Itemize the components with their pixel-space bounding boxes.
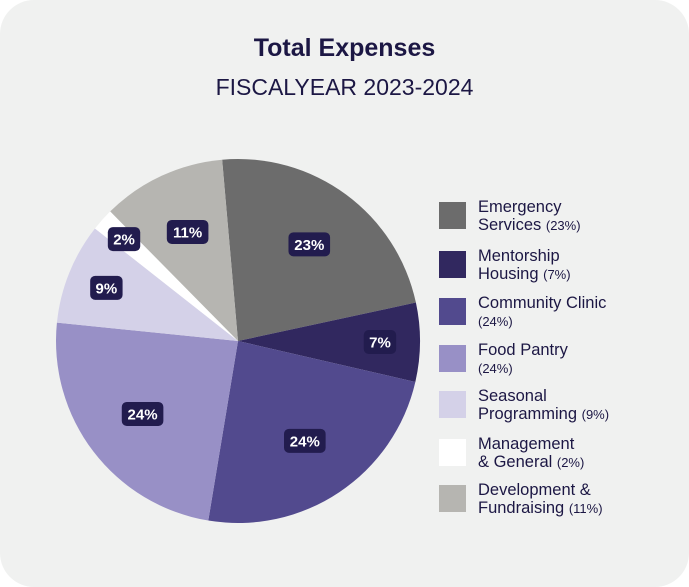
legend-label-line2: Programming [478,405,582,423]
legend-percent: (9%) [581,407,610,422]
legend-label-line1: Mentorship [478,247,560,265]
pie-slice-mentorship-housing [238,302,420,382]
data-label-food-pantry: 24% [121,401,164,426]
legend-label-line2: Services [478,216,546,234]
data-label-background [90,275,123,300]
chart-subtitle: FISCALYEAR 2023-2024 [215,74,474,100]
legend-swatch [439,251,466,278]
legend-percent: (7%) [543,267,571,282]
legend-swatch [439,485,466,512]
data-label-background [166,219,209,244]
data-label-background [121,401,164,426]
data-label-development-and-fundraising: 11% [166,219,209,244]
data-label-emergency-services: 23% [288,232,331,257]
legend-swatch [439,202,466,229]
legend-swatch [439,391,466,418]
legend-label-line1: Seasonal [478,387,547,405]
data-label-background [107,227,141,252]
legend-label-line1: Community Clinic [478,294,607,312]
data-label-background [288,232,331,257]
pie-slice-seasonal-programming [56,228,239,341]
legend-swatch [439,345,466,372]
legend-label: Seasonal Programming (9%) [478,387,678,424]
legend-label-line2: Housing [478,265,544,283]
data-label-text: 23% [294,237,324,254]
legend-item-mentorship-housing: Mentorship Housing (7%) [439,247,679,291]
chart-title: Total Expenses [253,34,436,62]
legend-item-emergency-services: Emergency Services (23%) [439,198,679,242]
legend-item-community-clinic: Community Clinic (24%) [439,294,679,338]
legend-item-seasonal-programming: Seasonal Programming (9%) [439,387,679,431]
legend-percent: (24%) [478,314,513,329]
legend-percent: (2%) [556,455,585,470]
legend-item-development-and-fundraising: Development & Fundraising (11%) [439,481,679,525]
legend-label: Mentorship Housing (7%) [478,247,678,284]
legend-label-line2: Fundraising [478,499,569,517]
data-label-seasonal-programming: 9% [90,275,123,300]
legend-percent: (23%) [545,218,581,233]
legend-item-food-pantry: Food Pantry (24%) [439,341,679,385]
legend-item-management-and-general: Management & General (2%) [439,435,679,479]
data-label-background [284,428,326,453]
legend-label-line1: Development & [478,481,591,499]
pie-slice-development-and-fundraising [110,159,238,341]
data-label-text: 7% [369,334,391,351]
legend-label: Community Clinic (24%) [478,294,678,331]
data-label-text: 24% [290,433,320,450]
data-label-text: 11% [173,224,202,241]
data-label-community-clinic: 24% [284,428,326,453]
data-label-text: 9% [96,280,118,297]
legend-label-line1: Food Pantry [478,341,568,359]
data-label-management-and-general: 2% [107,227,141,252]
legend-label-line2: & General [478,453,557,471]
data-label-background [363,329,397,354]
data-label-text: 2% [113,232,135,249]
data-label-text: 24% [128,406,158,423]
legend-label: Food Pantry (24%) [478,341,678,378]
legend-swatch [439,439,466,466]
legend-label: Development & Fundraising (11%) [478,481,678,518]
legend-label-line1: Emergency [478,198,562,216]
legend-label: Management & General (2%) [478,435,678,472]
data-label-mentorship-housing: 7% [363,329,397,354]
legend-percent: (11%) [568,501,603,516]
legend-label-line1: Management [478,435,575,453]
legend-percent: (24%) [478,361,513,376]
legend-swatch [439,298,466,325]
legend-label: Emergency Services (23%) [478,198,678,235]
